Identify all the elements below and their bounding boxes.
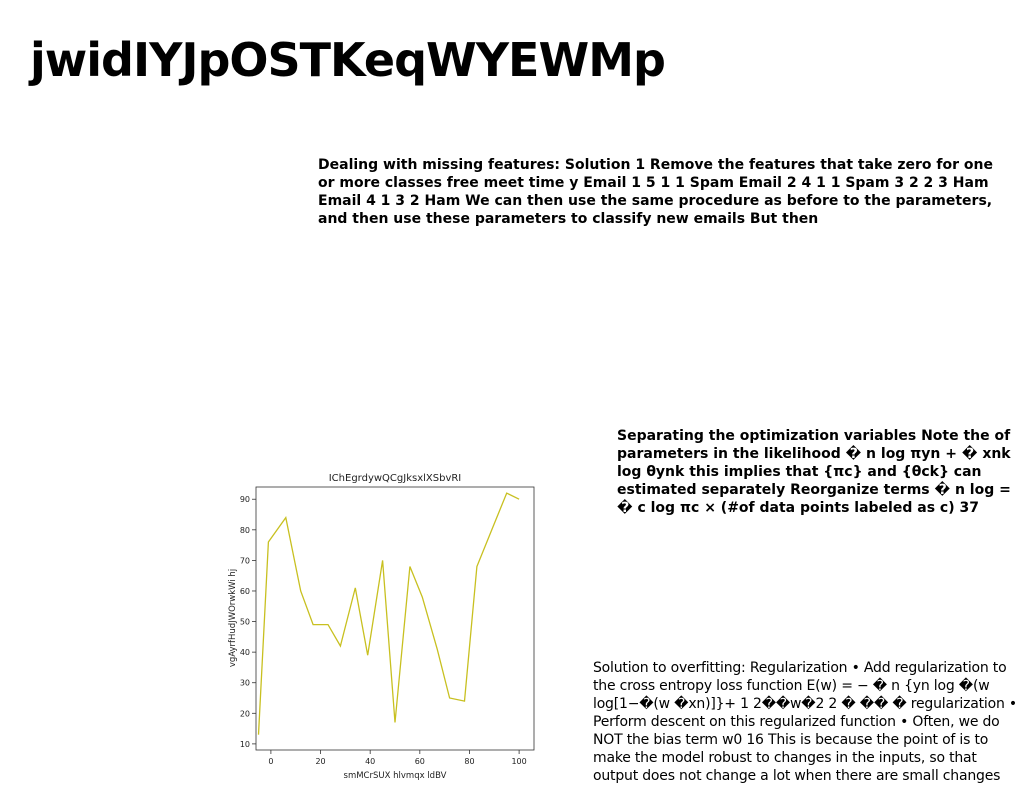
y-tick-label: 50 — [240, 618, 250, 627]
y-tick-label: 60 — [240, 587, 250, 596]
y-tick-label: 40 — [240, 648, 250, 657]
x-tick-label: 80 — [464, 757, 474, 766]
page-title: jwidIYJpOSTKeqWYEWMp — [30, 33, 666, 87]
y-tick-label: 20 — [240, 709, 250, 718]
x-axis-ticks: 0 20 40 60 80 100 — [268, 750, 527, 766]
y-axis-label: vgAyrfHudJWOrwkWi hj — [228, 569, 238, 667]
y-tick-label: 70 — [240, 556, 250, 565]
text-block-missing-features: Dealing with missing features: Solution … — [318, 157, 993, 227]
x-tick-label: 0 — [268, 757, 273, 766]
x-axis-label: smMCrSUX hlvmqx ldBV — [344, 771, 447, 781]
y-axis-ticks: 10 20 30 40 50 60 70 80 90 — [240, 495, 256, 749]
text-block-optimization-variables: Separating the optimization variables No… — [617, 428, 1011, 516]
line-chart: 10 20 30 40 50 60 70 80 90 0 20 40 60 80 100 IChEgrdy… — [228, 473, 535, 781]
x-tick-label: 40 — [365, 757, 375, 766]
text-block-regularization: Solution to overfitting: Regularization … — [593, 660, 1017, 784]
x-tick-label: 100 — [511, 757, 526, 766]
data-series-line — [257, 492, 520, 735]
x-tick-label: 20 — [315, 757, 325, 766]
y-tick-label: 90 — [240, 495, 250, 504]
plot-area — [255, 486, 535, 751]
y-tick-label: 10 — [240, 740, 250, 749]
x-tick-label: 60 — [415, 757, 425, 766]
y-tick-label: 80 — [240, 526, 250, 535]
y-tick-label: 30 — [240, 679, 250, 688]
chart-title: IChEgrdywQCgJksxlXSbvRI — [329, 473, 462, 484]
